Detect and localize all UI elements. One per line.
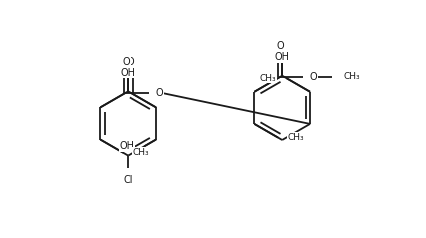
Text: O: O	[309, 72, 317, 82]
Text: O: O	[127, 57, 134, 67]
Text: CH₃: CH₃	[260, 74, 276, 83]
Text: OH: OH	[275, 52, 290, 62]
Text: CH₃: CH₃	[344, 73, 360, 81]
Text: Cl: Cl	[124, 175, 133, 185]
Text: O: O	[156, 88, 164, 98]
Text: OH: OH	[121, 68, 135, 78]
Text: O: O	[276, 41, 284, 51]
Text: O: O	[122, 57, 130, 67]
Text: OH: OH	[120, 141, 135, 151]
Text: CH₃: CH₃	[288, 133, 305, 142]
Text: CH₃: CH₃	[133, 148, 150, 157]
